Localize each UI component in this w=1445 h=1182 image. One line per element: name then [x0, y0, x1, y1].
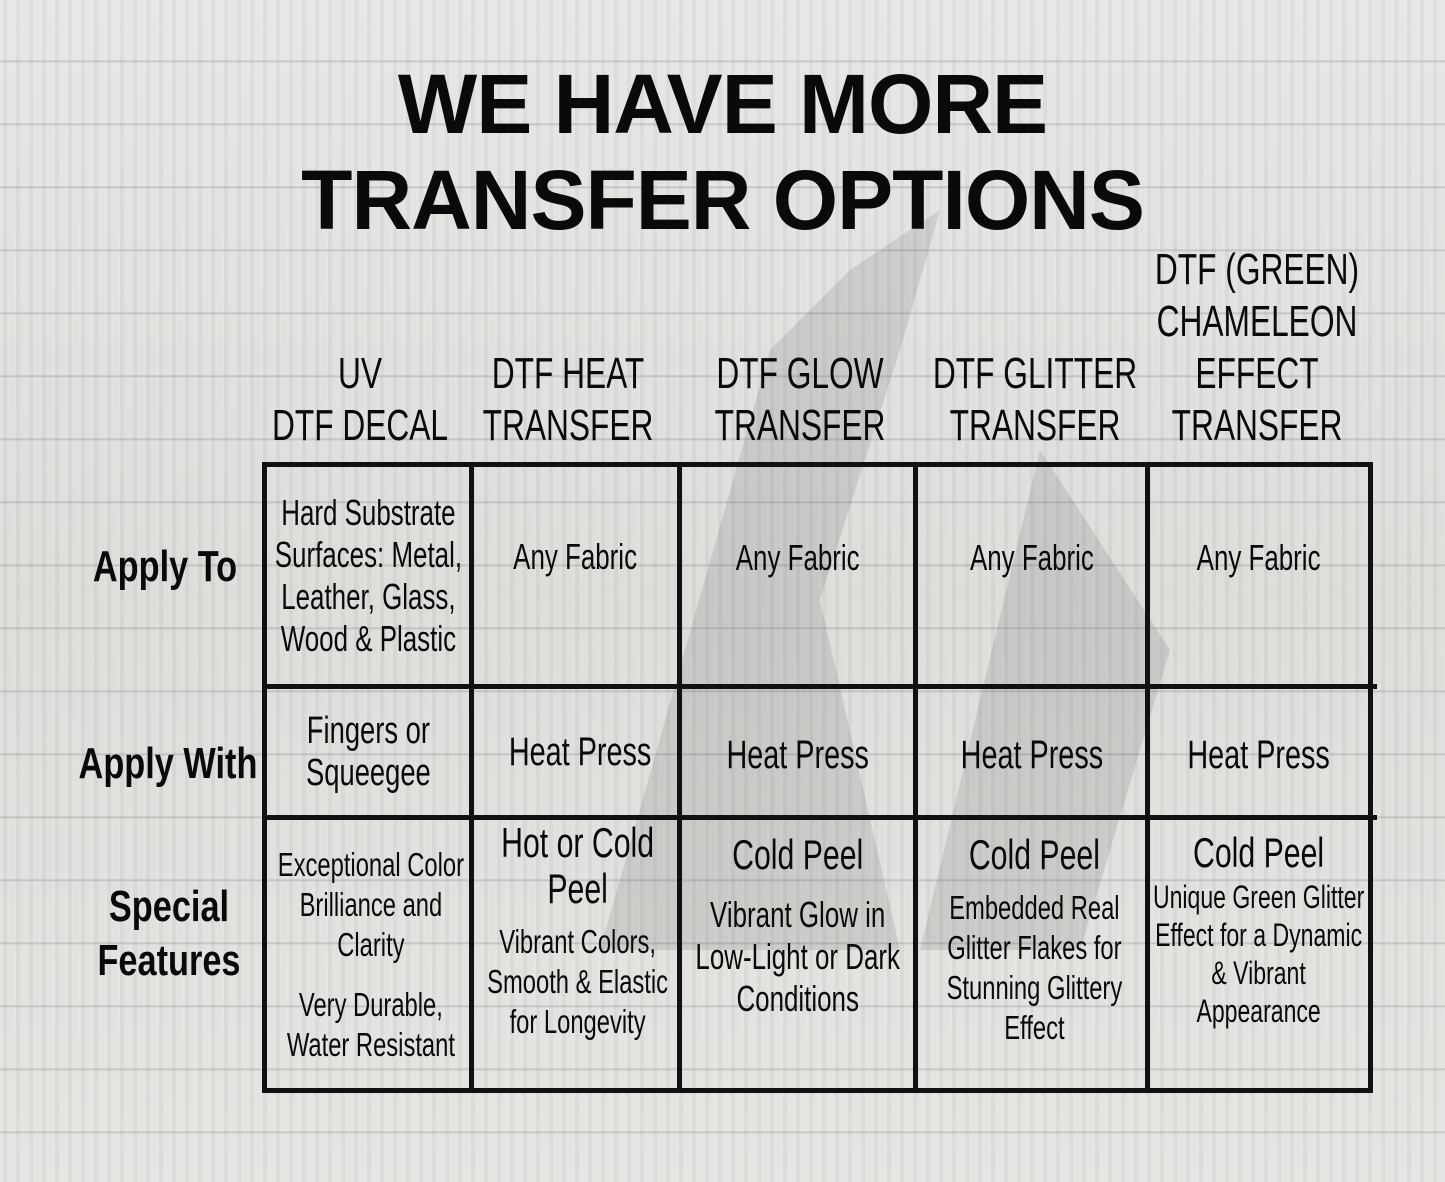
title-line-2: TRANSFER OPTIONS — [301, 153, 1145, 247]
feature-text: Vibrant Glow in Low-Light or Dark Condit… — [695, 894, 900, 1019]
cell-text: Heat Press — [726, 733, 869, 777]
grid-line — [262, 815, 1377, 820]
row-label-apply-with: Apply With — [59, 737, 277, 791]
grid-line — [262, 463, 267, 1093]
header-line: DTF DECAL — [271, 401, 449, 450]
column-header-dtf-chameleon: DTF (GREEN) CHAMELEON EFFECT TRANSFER — [1149, 244, 1365, 452]
row-label-special-features: Special Features — [72, 880, 267, 988]
header-line: DTF (GREEN) — [1154, 245, 1360, 294]
header-line: TRANSFER — [1171, 401, 1343, 450]
feature-text: Very Durable, Water Resistant — [286, 986, 455, 1063]
header-line: DTF GLITTER — [932, 349, 1138, 398]
grid-line — [677, 463, 682, 1093]
grid-line — [262, 462, 1373, 467]
cell-text: Any Fabric — [969, 537, 1094, 578]
cell-text: Heat Press — [960, 733, 1103, 777]
grid-line — [469, 463, 474, 1093]
header-line: EFFECT — [1195, 349, 1319, 398]
feature-heading: Cold Peel — [968, 831, 1100, 878]
cell-text: Any Fabric — [735, 537, 860, 578]
grid-line — [913, 463, 918, 1093]
row-label-line: Special — [108, 882, 230, 931]
cell-special-heat: Hot or Cold Peel Vibrant Colors, Smooth … — [474, 820, 682, 1065]
header-line: DTF HEAT — [491, 349, 645, 398]
cell-text: Any Fabric — [513, 536, 638, 577]
cell-apply-with-chameleon: Heat Press — [1150, 692, 1368, 818]
cell-apply-to-glitter: Any Fabric — [918, 467, 1145, 649]
column-header-dtf-glitter: DTF GLITTER TRANSFER — [927, 348, 1143, 452]
cell-special-chameleon: Cold Peel Unique Green Glitter Effect fo… — [1150, 830, 1368, 1080]
cell-special-uv: Exceptional Color Brilliance and Clarity… — [267, 825, 474, 1085]
row-label-apply-to: Apply To — [68, 540, 263, 594]
cell-special-glitter: Cold Peel Embedded Real Glitter Flakes f… — [918, 832, 1150, 1072]
cell-apply-with-glow: Heat Press — [682, 692, 913, 818]
cell-apply-to-glow: Any Fabric — [682, 467, 913, 649]
cell-apply-to-chameleon: Any Fabric — [1150, 467, 1368, 649]
grid-line — [1145, 463, 1150, 1093]
header-line: DTF GLOW — [716, 349, 884, 398]
cell-text: Fingers or Squeegee — [305, 710, 431, 794]
cell-apply-with-uv: Fingers or Squeegee — [267, 689, 469, 815]
feature-text: Exceptional Color Brilliance and Clarity — [277, 846, 464, 963]
cell-special-glow: Cold Peel Vibrant Glow in Low-Light or D… — [682, 832, 913, 1072]
title-line-1: WE HAVE MORE — [397, 57, 1048, 151]
row-label-line: Apply With — [78, 739, 258, 788]
cell-apply-to-heat: Any Fabric — [474, 467, 677, 647]
cell-apply-with-heat: Heat Press — [474, 689, 687, 815]
cell-text: Heat Press — [1187, 733, 1331, 777]
header-line: UV — [337, 349, 383, 398]
feature-heading: Hot or Cold Peel — [501, 819, 655, 912]
feature-text: Vibrant Colors, Smooth & Elastic for Lon… — [487, 923, 669, 1040]
header-line: TRANSFER — [714, 401, 886, 450]
cell-apply-with-glitter: Heat Press — [918, 692, 1145, 818]
cell-text: Any Fabric — [1197, 537, 1321, 578]
header-line: TRANSFER — [949, 401, 1121, 450]
cell-text: Heat Press — [509, 730, 652, 774]
column-header-dtf-glow: DTF GLOW TRANSFER — [692, 348, 908, 452]
logo-watermark — [600, 210, 1170, 950]
grid-line — [262, 1088, 1373, 1093]
row-label-line: Features — [97, 936, 241, 985]
feature-heading: Cold Peel — [731, 831, 864, 878]
header-line: TRANSFER — [482, 401, 654, 450]
feature-text: Unique Green Glitter Effect for a Dynami… — [1153, 879, 1365, 1029]
grid-line — [262, 684, 1377, 689]
header-line: CHAMELEON — [1156, 297, 1358, 346]
row-label-line: Apply To — [92, 542, 238, 591]
column-header-uv-dtf: UV DTF DECAL — [252, 348, 468, 452]
feature-heading: Cold Peel — [1193, 829, 1325, 876]
grid-line — [1368, 463, 1373, 1093]
feature-text: Embedded Real Glitter Flakes for Stunnin… — [946, 889, 1122, 1046]
cell-text: Hard Substrate Surfaces: Metal, Leather,… — [274, 491, 462, 659]
column-header-dtf-heat: DTF HEAT TRANSFER — [460, 348, 676, 452]
cell-apply-to-uv: Hard Substrate Surfaces: Metal, Leather,… — [267, 467, 469, 684]
